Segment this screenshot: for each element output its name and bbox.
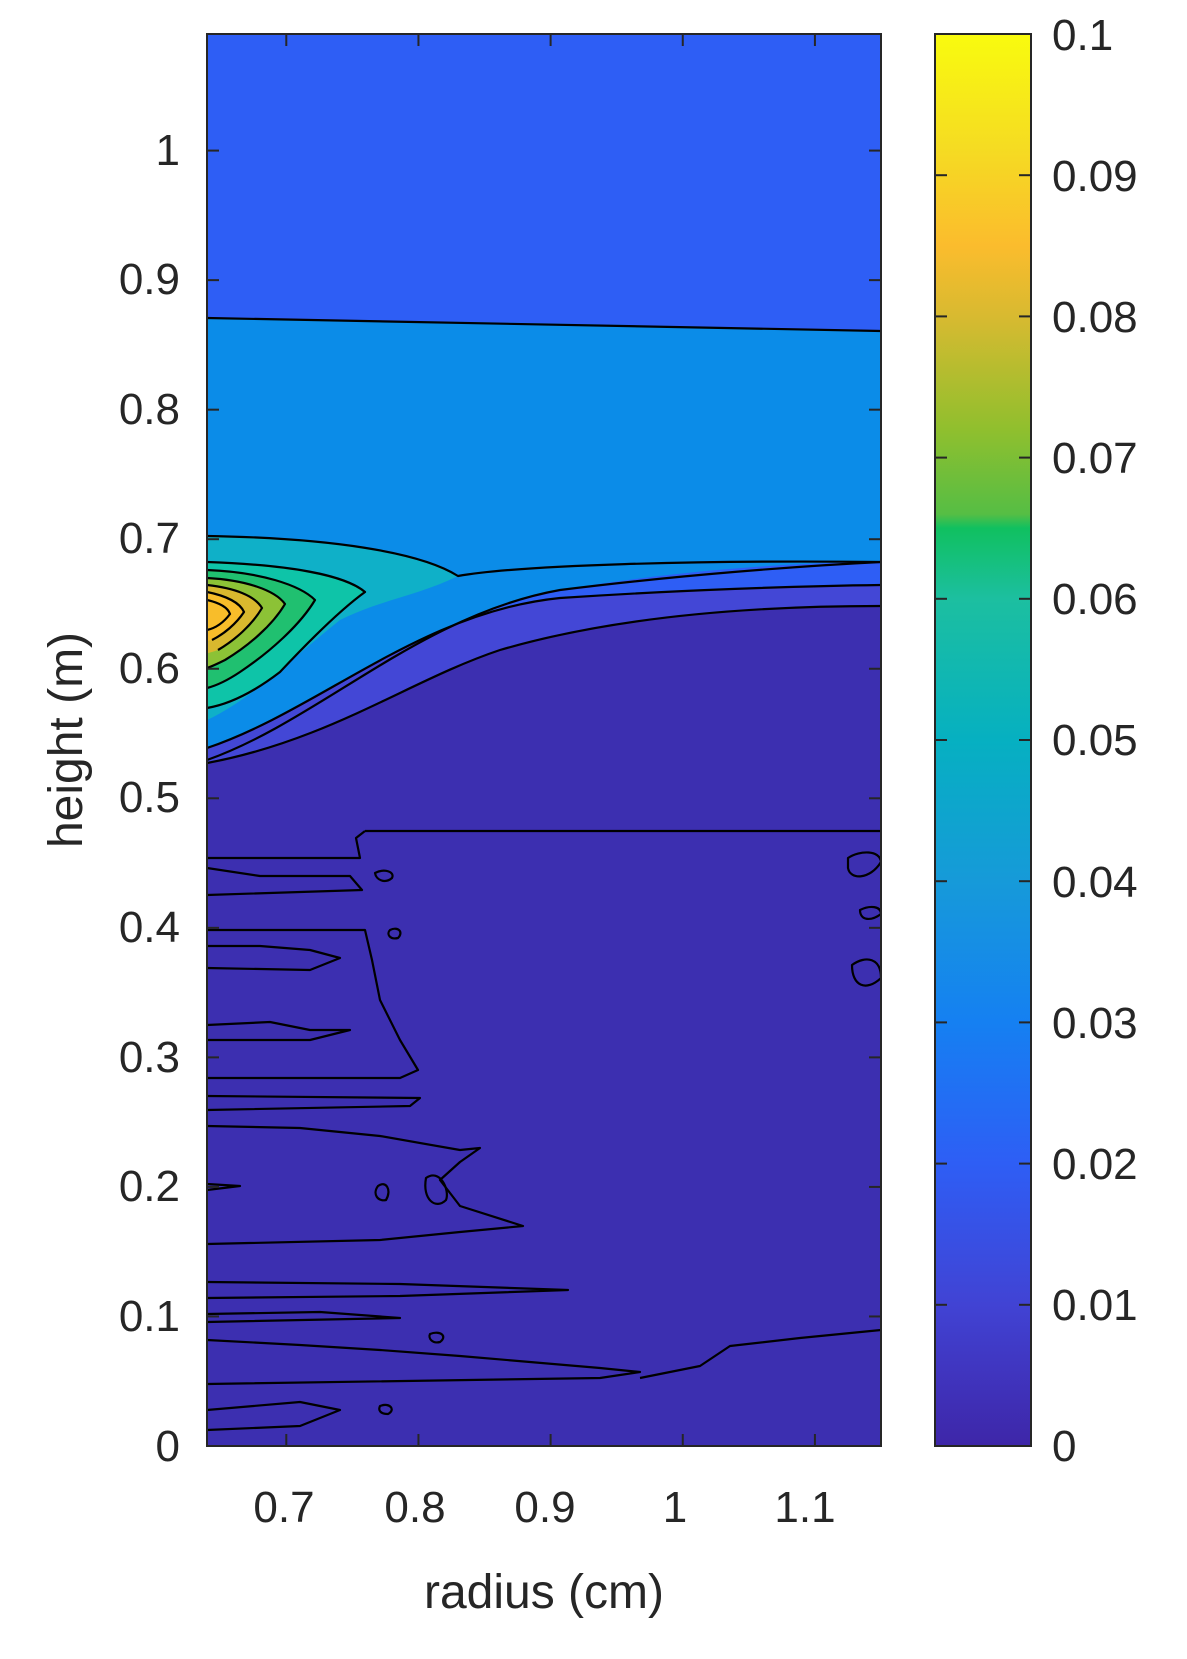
y-tick-label-0.5: 0.5	[119, 773, 180, 822]
colorbar-gradient	[934, 33, 1032, 1447]
contour-line-0.005-band	[207, 604, 881, 765]
colorbar-label-0.06: 0.06	[1052, 575, 1138, 624]
colorbar-tick-labels: 0 0.01 0.02 0.03 0.04 0.05 0.06 0.07 0.0…	[1052, 11, 1138, 1471]
contour-line-peak-3	[207, 568, 317, 690]
contour-island-3	[374, 1183, 390, 1202]
contour-line-0.02-band	[207, 560, 881, 762]
contour-line-low-5	[207, 1020, 352, 1042]
colorbar-label-0.1: 0.1	[1052, 11, 1113, 60]
colorbar-label-0.03: 0.03	[1052, 999, 1138, 1048]
region-lower-field	[207, 606, 881, 1446]
contour-island-6	[858, 905, 881, 920]
contour-line-low-13	[639, 1328, 881, 1380]
contour-line-low-3	[207, 928, 420, 1080]
x-tick-label-0.9: 0.9	[514, 1483, 575, 1532]
contour-island-4	[424, 1174, 448, 1205]
x-tick-label-0.8: 0.8	[384, 1483, 445, 1532]
x-tick-label-1: 1	[663, 1483, 687, 1532]
x-tick-labels: 0.7 0.8 0.9 1 1.1	[253, 1483, 835, 1532]
colorbar-label-0.09: 0.09	[1052, 152, 1138, 201]
colorbar: 0 0.01 0.02 0.03 0.04 0.05 0.06 0.07 0.0…	[934, 11, 1138, 1471]
y-tick-label-1: 1	[156, 126, 180, 175]
colorbar-label-0.02: 0.02	[1052, 1140, 1138, 1189]
y-tick-label-0: 0	[156, 1422, 180, 1471]
y-axis-title: height (m)	[40, 632, 93, 848]
contour-line-low-10	[207, 1310, 402, 1324]
contour-line-low-11	[207, 1338, 642, 1386]
colorbar-label-0.04: 0.04	[1052, 858, 1138, 907]
contour-line-peak-5	[207, 583, 264, 651]
plot-frame	[206, 33, 882, 1447]
contour-island-2	[387, 927, 402, 940]
contour-line-low-2	[207, 866, 364, 897]
contour-line-0.03-band	[207, 534, 881, 578]
contour-line-low-12	[207, 1400, 342, 1432]
contour-island-9	[378, 1403, 393, 1416]
contour-line-low-7	[207, 1124, 525, 1246]
contour-line-peak-7	[207, 598, 232, 632]
y-tick-label-0.3: 0.3	[119, 1033, 180, 1082]
contour-lines	[207, 316, 881, 1432]
y-tick-marks	[207, 149, 881, 1447]
contour-line-peak-6	[207, 590, 246, 641]
colorbar-tick-marks	[935, 33, 1031, 1447]
colorbar-label-0.05: 0.05	[1052, 716, 1138, 765]
y-tick-label-0.4: 0.4	[119, 903, 180, 952]
contour-island-1	[373, 869, 394, 882]
y-tick-labels: 0 0.1 0.2 0.3 0.4 0.5 0.6 0.7 0.8 0.9 1	[119, 126, 180, 1471]
contour-line-0.01-band	[207, 583, 881, 750]
y-tick-label-0.8: 0.8	[119, 385, 180, 434]
contour-line-low-4	[207, 944, 342, 972]
y-tick-label-0.7: 0.7	[119, 514, 180, 563]
colorbar-label-0.01: 0.01	[1052, 1281, 1138, 1330]
colorbar-label-0.07: 0.07	[1052, 434, 1138, 483]
y-tick-label-0.2: 0.2	[119, 1162, 180, 1211]
plot-area	[207, 34, 881, 1446]
contour-line-peak-2	[207, 560, 367, 710]
contour-line-low-6	[207, 1094, 422, 1112]
contour-line-peak-4	[207, 576, 287, 670]
x-tick-marks	[285, 34, 816, 1446]
y-tick-label-0.9: 0.9	[119, 255, 180, 304]
contour-island-7	[850, 958, 881, 987]
peak-level-6	[207, 592, 244, 641]
colorbar-label-0.08: 0.08	[1052, 293, 1138, 342]
y-tick-label-0.1: 0.1	[119, 1292, 180, 1341]
contour-line-low-8	[207, 1182, 242, 1192]
x-axis-title: radius (cm)	[424, 1566, 664, 1619]
contour-line-low-1	[207, 830, 366, 860]
x-tick-label-1.1: 1.1	[774, 1483, 835, 1532]
colorbar-label-0: 0	[1052, 1422, 1076, 1471]
contour-line-low-9	[207, 1280, 570, 1300]
x-tick-label-0.7: 0.7	[253, 1483, 314, 1532]
y-tick-label-0.6: 0.6	[119, 644, 180, 693]
contour-island-8	[428, 1331, 445, 1344]
